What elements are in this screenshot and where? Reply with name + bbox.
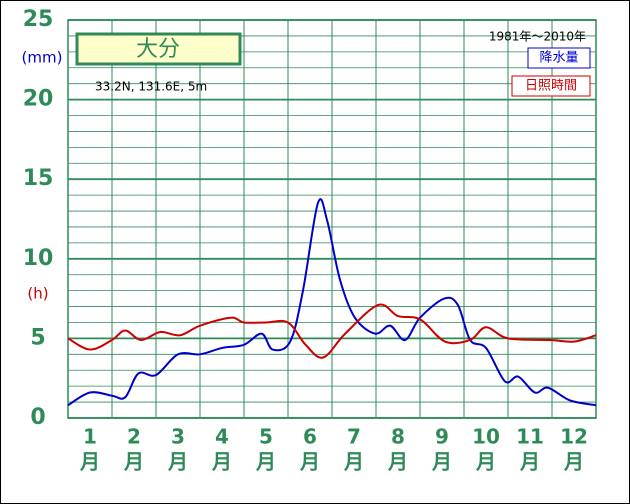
y-label: (mm): [22, 49, 63, 67]
x-unit-label: 月: [431, 450, 452, 474]
title-box: [75, 32, 242, 66]
x-tick-label: 12: [560, 425, 588, 449]
legend-box: [527, 47, 591, 69]
x-unit-label: 月: [343, 450, 364, 474]
x-tick-label: 5: [259, 425, 273, 449]
subtitle: 33.2N, 131.6E, 5m: [95, 80, 207, 94]
x-tick-label: 10: [472, 425, 500, 449]
series-line: [67, 198, 597, 407]
period: 1981年〜2010年: [489, 30, 586, 44]
y2-label: (h): [27, 285, 48, 303]
x-unit-label: 月: [475, 450, 496, 474]
y-tick-label: 20: [23, 87, 54, 112]
x-tick-label: 2: [127, 425, 141, 449]
x-unit-label: 月: [167, 450, 188, 474]
x-tick-label: 8: [391, 425, 405, 449]
x-tick-label: 7: [347, 425, 361, 449]
x-unit-label: 月: [255, 450, 276, 474]
y-tick-label: 10: [23, 246, 54, 271]
x-unit-label: 月: [519, 450, 540, 474]
x-unit-label: 月: [123, 450, 144, 474]
x-tick-label: 3: [171, 425, 185, 449]
legend-label: 日照時間: [525, 79, 577, 94]
x-tick-label: 11: [516, 425, 544, 449]
series-line: [67, 303, 597, 359]
chart-title: 大分: [136, 37, 180, 62]
legend-box: [511, 75, 591, 97]
y-tick-label: 5: [30, 325, 45, 350]
x-unit-label: 月: [299, 450, 320, 474]
x-unit-label: 月: [211, 450, 232, 474]
x-unit-label: 月: [79, 450, 100, 474]
legend-label: 降水量: [539, 51, 578, 66]
y-tick-label: 0: [30, 405, 45, 430]
x-unit-label: 月: [387, 450, 408, 474]
x-unit-label: 月: [563, 450, 584, 474]
x-tick-label: 9: [435, 425, 449, 449]
x-tick-label: 6: [303, 425, 317, 449]
y-tick-label: 25: [23, 7, 54, 32]
lines: [67, 198, 597, 407]
x-tick-label: 1: [83, 425, 97, 449]
x-tick-label: 4: [215, 425, 229, 449]
plot-border: [67, 19, 597, 419]
y-tick-label: 15: [23, 166, 54, 191]
